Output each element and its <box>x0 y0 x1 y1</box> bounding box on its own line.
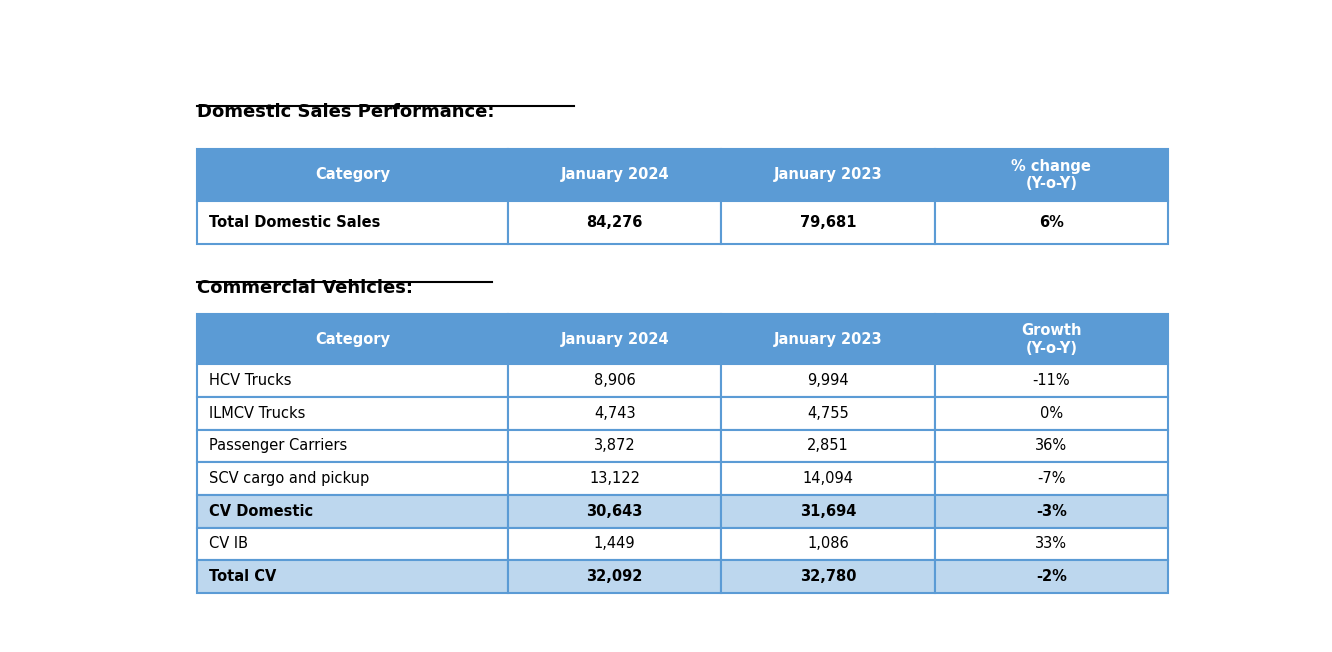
Bar <box>197 314 507 364</box>
Bar <box>507 201 722 244</box>
Bar <box>935 495 1168 527</box>
Bar <box>197 201 507 244</box>
Text: Domestic Sales Performance:: Domestic Sales Performance: <box>197 103 496 121</box>
Text: 2,851: 2,851 <box>807 439 848 454</box>
Bar <box>935 364 1168 397</box>
Bar <box>507 462 722 495</box>
Bar <box>935 462 1168 495</box>
Bar <box>197 397 507 430</box>
Text: 33%: 33% <box>1035 537 1067 552</box>
Bar <box>935 560 1168 593</box>
Text: 31,694: 31,694 <box>801 504 856 519</box>
Text: 32,780: 32,780 <box>801 569 856 584</box>
Text: HCV Trucks: HCV Trucks <box>209 373 292 388</box>
Bar <box>722 430 935 462</box>
Text: 3,872: 3,872 <box>594 439 635 454</box>
Text: Passenger Carriers: Passenger Carriers <box>209 439 348 454</box>
Bar <box>507 397 722 430</box>
Bar <box>507 527 722 560</box>
Bar <box>507 364 722 397</box>
Bar <box>197 560 507 593</box>
Text: -7%: -7% <box>1038 471 1066 486</box>
Bar <box>197 527 507 560</box>
Text: 14,094: 14,094 <box>803 471 854 486</box>
Text: -2%: -2% <box>1036 569 1067 584</box>
Text: January 2023: January 2023 <box>774 332 883 347</box>
Bar <box>722 201 935 244</box>
Text: Total Domestic Sales: Total Domestic Sales <box>209 215 381 230</box>
Bar <box>507 560 722 593</box>
Text: Category: Category <box>316 332 390 347</box>
Text: January 2023: January 2023 <box>774 168 883 183</box>
Bar <box>935 314 1168 364</box>
Text: 6%: 6% <box>1039 215 1064 230</box>
Bar <box>722 527 935 560</box>
Text: 32,092: 32,092 <box>586 569 643 584</box>
Bar <box>197 495 507 527</box>
Bar <box>507 149 722 201</box>
Bar <box>722 495 935 527</box>
Text: 1,086: 1,086 <box>807 537 848 552</box>
Bar <box>722 364 935 397</box>
Text: ILMCV Trucks: ILMCV Trucks <box>209 406 305 421</box>
Text: Category: Category <box>316 168 390 183</box>
Text: -11%: -11% <box>1032 373 1070 388</box>
Text: 36%: 36% <box>1035 439 1067 454</box>
Text: Total CV: Total CV <box>209 569 277 584</box>
Bar <box>935 201 1168 244</box>
Text: 0%: 0% <box>1040 406 1063 421</box>
Text: 9,994: 9,994 <box>807 373 848 388</box>
Bar <box>197 462 507 495</box>
Text: -3%: -3% <box>1036 504 1067 519</box>
Text: 4,755: 4,755 <box>807 406 848 421</box>
Bar <box>722 462 935 495</box>
Text: January 2024: January 2024 <box>561 332 669 347</box>
Text: CV Domestic: CV Domestic <box>209 504 313 519</box>
Bar <box>507 314 722 364</box>
Text: January 2024: January 2024 <box>561 168 669 183</box>
Bar <box>507 495 722 527</box>
Bar <box>197 430 507 462</box>
Bar <box>197 364 507 397</box>
Bar <box>935 149 1168 201</box>
Bar <box>722 397 935 430</box>
Text: % change
(Y-o-Y): % change (Y-o-Y) <box>1011 158 1091 191</box>
Bar <box>935 430 1168 462</box>
Bar <box>722 314 935 364</box>
Bar <box>722 560 935 593</box>
Text: 30,643: 30,643 <box>586 504 643 519</box>
Bar <box>935 397 1168 430</box>
Text: 4,743: 4,743 <box>594 406 635 421</box>
Text: CV IB: CV IB <box>209 537 248 552</box>
Text: 84,276: 84,276 <box>586 215 643 230</box>
Bar <box>197 149 507 201</box>
Text: 8,906: 8,906 <box>594 373 635 388</box>
Bar <box>935 527 1168 560</box>
Text: 13,122: 13,122 <box>589 471 641 486</box>
Text: SCV cargo and pickup: SCV cargo and pickup <box>209 471 369 486</box>
Bar <box>507 430 722 462</box>
Text: Commercial Vehicles:: Commercial Vehicles: <box>197 279 413 297</box>
Bar <box>722 149 935 201</box>
Text: 1,449: 1,449 <box>594 537 635 552</box>
Text: 79,681: 79,681 <box>801 215 856 230</box>
Text: Growth
(Y-o-Y): Growth (Y-o-Y) <box>1022 323 1082 355</box>
